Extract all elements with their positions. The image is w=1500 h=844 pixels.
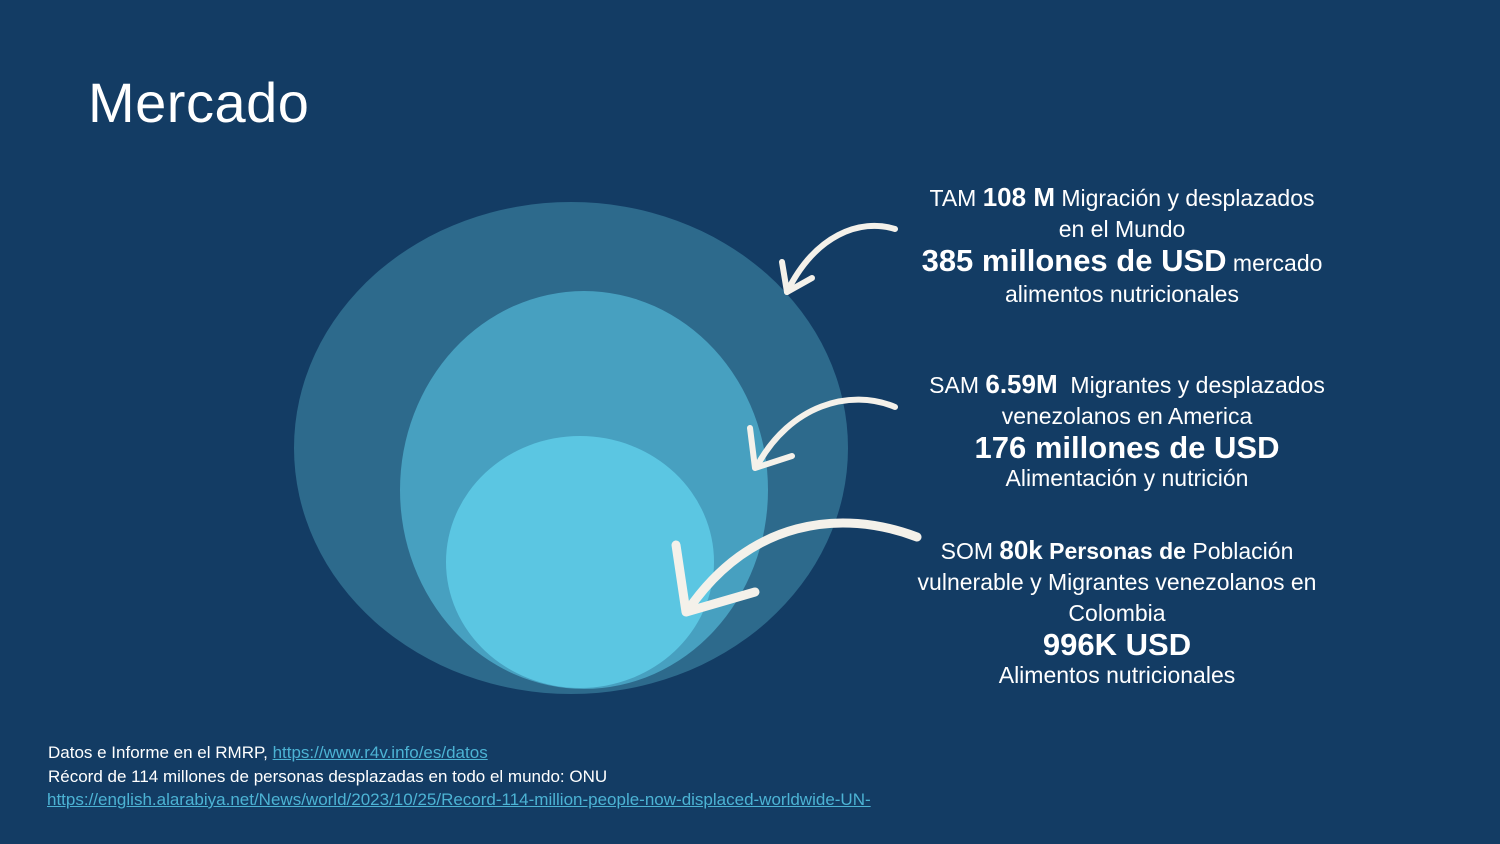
sam-prefix: SAM	[929, 372, 979, 398]
tam-amount: 385 millones de USD	[921, 243, 1227, 278]
tam-desc-3: alimentos nutricionales	[1005, 281, 1239, 307]
sam-amount: 176 millones de USD	[974, 430, 1280, 465]
r4v-data-link[interactable]: https://www.r4v.info/es/datos	[272, 743, 488, 762]
tam-prefix: TAM	[929, 185, 977, 211]
tam-arrow-icon	[779, 222, 898, 295]
som-desc-2: vulnerable y Migrantes venezolanos en	[917, 569, 1317, 595]
sam-desc-2: venezolanos en America	[1001, 403, 1253, 429]
som-desc-4: Alimentos nutricionales	[998, 662, 1236, 688]
tam-amount-suffix: mercado	[1232, 250, 1323, 276]
som-prefix: SOM	[940, 538, 993, 564]
som-arrow-icon	[671, 518, 922, 617]
som-desc-3: Colombia	[1068, 600, 1166, 626]
footer-line2-text: Récord de 114 millones de personas despl…	[48, 767, 608, 786]
som-desc-1: Población	[1192, 538, 1294, 564]
tam-text-block: TAM 108 M Migración y desplazados en el …	[900, 182, 1344, 310]
footer-url-row: https://english.alarabiya.net/News/world…	[47, 790, 871, 810]
tam-desc-1: Migración y desplazados	[1061, 185, 1315, 211]
footer-line1-text: Datos e Informe en el RMRP,	[48, 743, 268, 762]
som-text-block: SOM 80k Personas de Población vulnerable…	[895, 535, 1339, 691]
sam-text-block: SAM 6.59M Migrantes y desplazados venezo…	[905, 369, 1349, 494]
tam-value: 108 M	[982, 182, 1055, 212]
som-bold-text: Personas de	[1049, 538, 1186, 564]
footer-sources: Datos e Informe en el RMRP, https://www.…	[48, 741, 607, 789]
sam-desc-1: Migrantes y desplazados	[1070, 372, 1325, 398]
som-amount: 996K USD	[1042, 627, 1192, 662]
som-circle	[446, 436, 714, 688]
alarabiya-link[interactable]: https://english.alarabiya.net/News/world…	[47, 790, 871, 809]
tam-desc-2: en el Mundo	[1058, 216, 1186, 242]
som-value: 80k	[999, 535, 1043, 565]
sam-desc-3: Alimentación y nutrición	[1005, 465, 1249, 491]
sam-value: 6.59M	[985, 369, 1058, 399]
sam-arrow-icon	[747, 396, 898, 471]
slide-title: Mercado	[88, 71, 310, 134]
